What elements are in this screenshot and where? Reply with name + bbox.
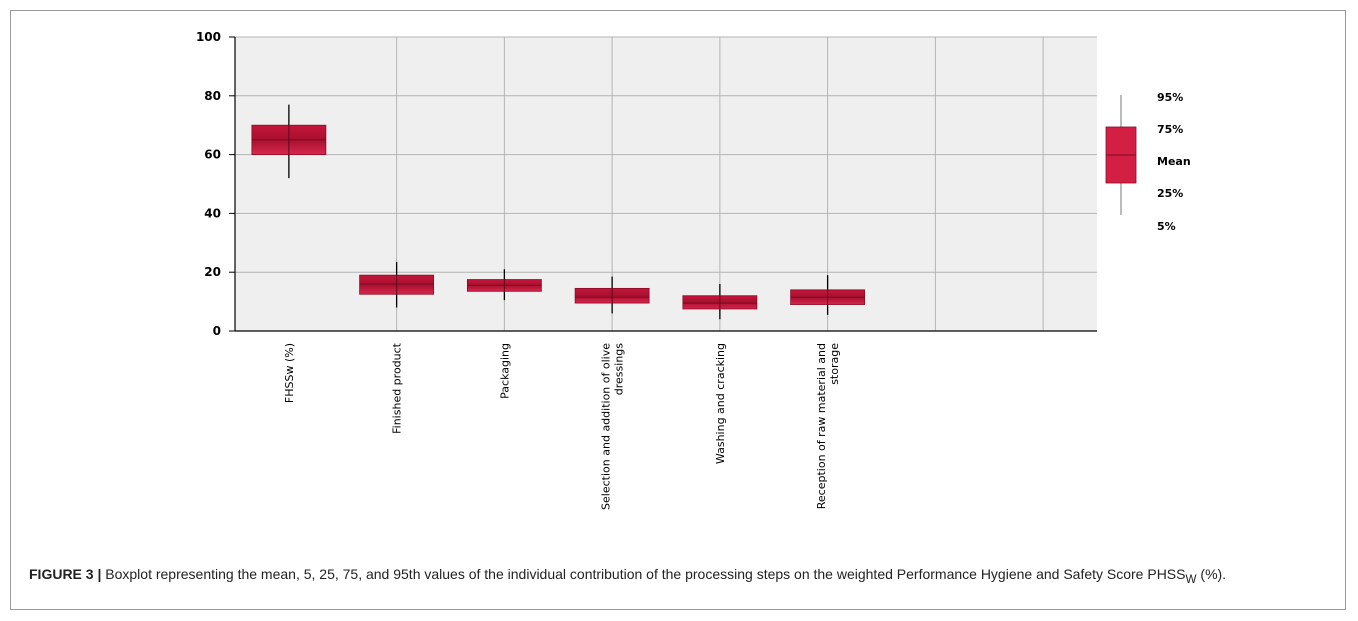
figure-frame: 0 20 40 60 80 100 FHSSw (%) Finished product Pa… bbox=[10, 10, 1346, 610]
grid-lines bbox=[235, 36, 1097, 331]
figure-caption: FIGURE 3 | Boxplot representing the mean… bbox=[29, 564, 1339, 590]
x-tick-label: Reception of raw material andstorage bbox=[815, 343, 841, 509]
x-tick-label-line: Selection and addition of olive bbox=[600, 343, 613, 510]
box-item bbox=[359, 261, 435, 308]
x-tick-label-line: Finished product bbox=[391, 342, 404, 434]
caption-subscript: W bbox=[1185, 572, 1197, 586]
axes: 0 20 40 60 80 100 bbox=[196, 30, 1097, 338]
legend-label: 95% bbox=[1157, 91, 1183, 104]
boxes bbox=[251, 104, 866, 320]
box-item bbox=[574, 276, 650, 314]
caption-label: FIGURE 3 | bbox=[29, 566, 102, 582]
caption-text: Boxplot representing the mean, 5, 25, 75… bbox=[101, 566, 1186, 582]
x-tick-label-line: Packaging bbox=[498, 343, 511, 399]
y-tick-label: 60 bbox=[204, 148, 221, 162]
x-tick-label: Packaging bbox=[498, 343, 511, 399]
y-tick-label: 100 bbox=[196, 30, 221, 44]
boxplot-chart: 0 20 40 60 80 100 FHSSw (%) Finished product Pa… bbox=[196, 30, 1191, 510]
legend: 95% 75% Mean 25% 5% bbox=[1105, 91, 1191, 233]
box-item bbox=[466, 269, 542, 301]
legend-label: 5% bbox=[1157, 220, 1176, 233]
caption-text-end: (%). bbox=[1196, 566, 1227, 582]
x-tick-label-line: dressings bbox=[613, 343, 626, 396]
legend-label: Mean bbox=[1157, 155, 1191, 168]
x-tick-label-line: FHSSw (%) bbox=[283, 343, 296, 403]
box-item bbox=[682, 283, 758, 320]
y-tick-label: 0 bbox=[213, 324, 221, 338]
x-tick-label: Washing and cracking bbox=[714, 343, 727, 464]
x-tick-label-line: Reception of raw material and bbox=[815, 343, 828, 509]
legend-label: 25% bbox=[1157, 187, 1183, 200]
y-tick-label: 80 bbox=[204, 89, 221, 103]
x-tick-label: Selection and addition of olivedressings bbox=[600, 343, 626, 510]
box-item bbox=[790, 275, 866, 315]
y-tick-label: 20 bbox=[204, 265, 221, 279]
x-tick-label-line: storage bbox=[828, 343, 841, 385]
legend-label: 75% bbox=[1157, 123, 1183, 136]
x-tick-label: Finished product bbox=[391, 342, 404, 434]
y-tick-label: 40 bbox=[204, 206, 221, 220]
x-tick-label-line: Washing and cracking bbox=[714, 343, 727, 464]
x-tick-label: FHSSw (%) bbox=[283, 343, 296, 403]
box-item bbox=[251, 104, 327, 179]
category-labels: FHSSw (%) Finished product Packaging Select… bbox=[283, 342, 841, 510]
